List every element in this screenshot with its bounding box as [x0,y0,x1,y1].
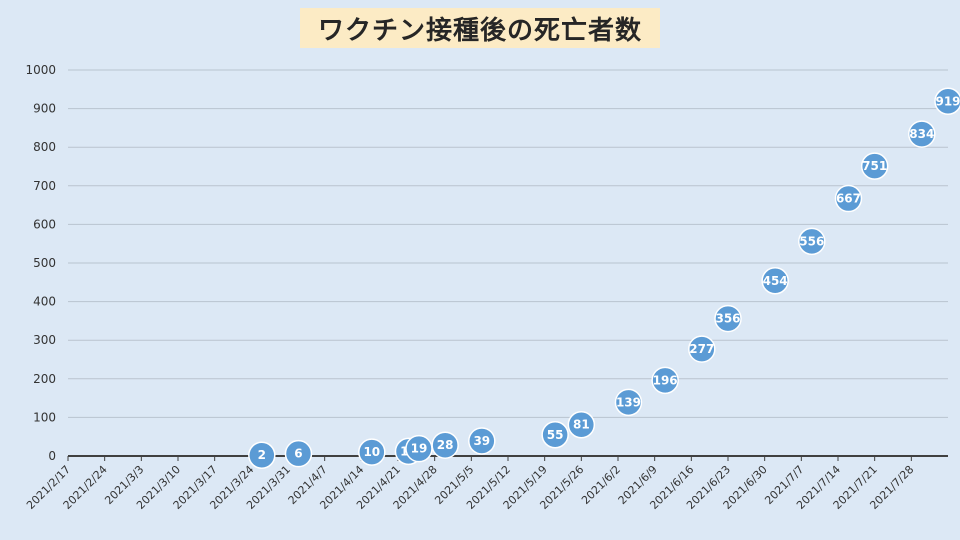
data-point [431,431,459,459]
y-tick-label: 0 [48,449,56,463]
y-tick-label: 800 [33,140,56,154]
data-point [248,441,276,469]
data-point [934,87,960,116]
data-point [614,388,643,417]
chart-title: ワクチン接種後の死亡者数 [317,15,642,46]
data-label: 454 [763,274,788,288]
y-tick-label: 700 [33,179,56,193]
data-point [834,184,863,213]
data-point [567,410,596,439]
data-label: 277 [689,342,714,356]
y-tick-label: 900 [33,102,56,116]
data-label: 81 [573,418,590,432]
data-point [468,427,496,455]
data-point [798,227,826,256]
data-label: 356 [715,312,740,326]
data-label: 55 [547,428,564,442]
data-label: 2 [258,448,266,462]
data-label: 28 [437,438,454,452]
data-label: 10 [363,445,380,459]
data-point [688,335,716,363]
data-label: 751 [862,159,887,173]
y-tick-label: 500 [33,256,56,270]
x-tick-label: 2021/6/2 [579,463,623,507]
y-tick-label: 200 [33,372,56,386]
data-label: 39 [473,434,490,448]
data-point [714,304,742,333]
data-label: 139 [616,395,641,409]
y-tick-label: 100 [33,410,56,424]
y-tick-label: 400 [33,295,56,309]
data-label: 19 [411,442,428,456]
data-label: 667 [836,192,861,206]
data-point [651,366,679,395]
data-label: 6 [294,447,302,461]
chart-title-box: ワクチン接種後の死亡者数 [300,8,660,48]
y-tick-label: 300 [33,333,56,347]
data-point [284,439,313,468]
data-label: 556 [799,234,824,248]
data-point [358,438,386,466]
data-point [908,120,936,148]
data-label: 919 [935,94,960,108]
data-label: 834 [909,127,934,141]
y-tick-label: 600 [33,217,56,231]
data-point [541,421,569,449]
y-tick-label: 1000 [25,63,56,77]
data-point [860,152,889,180]
data-point [761,267,789,295]
data-label: 196 [653,373,678,387]
